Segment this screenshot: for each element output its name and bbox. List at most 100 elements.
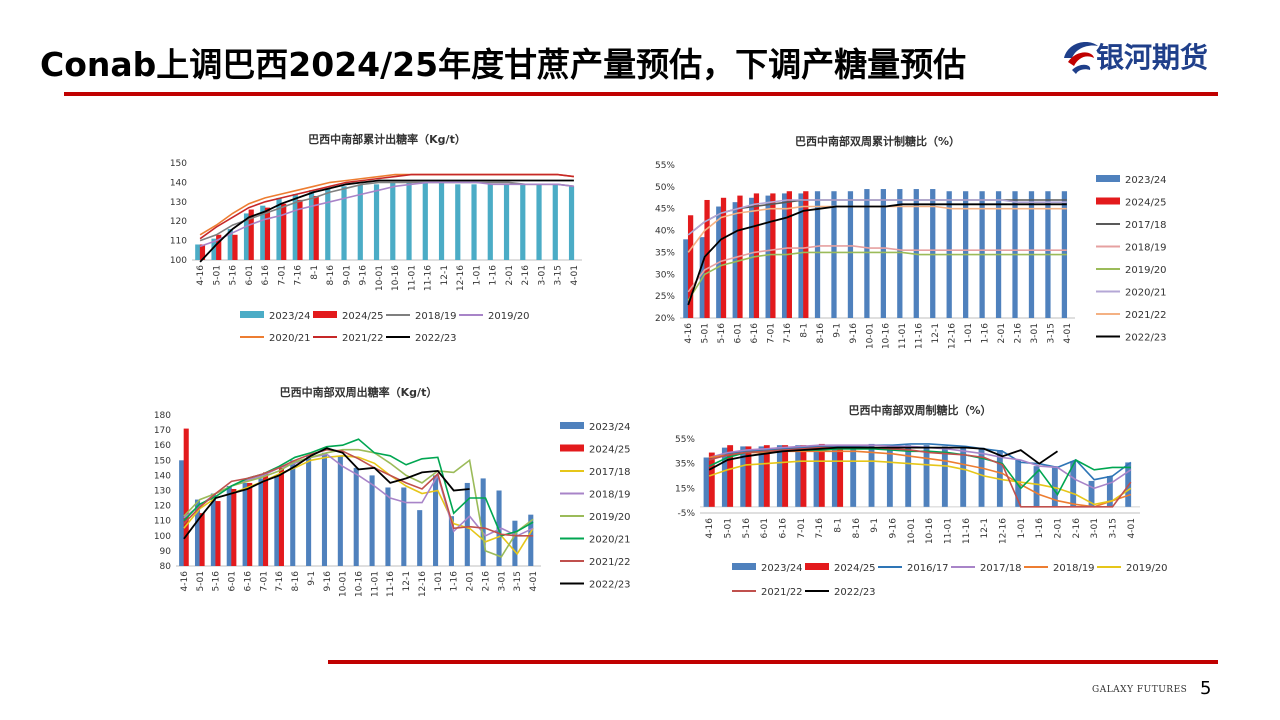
- bar-2024-25: [281, 203, 287, 260]
- x-tick-label: 10-01: [907, 518, 917, 544]
- legend-label: 2023/24: [1125, 175, 1167, 186]
- x-tick-label: 3-15: [1046, 323, 1056, 343]
- x-tick-label: 10-16: [925, 518, 935, 544]
- y-tick-label: -5%: [677, 509, 695, 519]
- x-tick-label: 8-16: [291, 571, 301, 592]
- bar-2023-24: [321, 452, 328, 566]
- y-tick-label: 110: [170, 237, 187, 247]
- x-tick-label: 3-15: [1109, 518, 1119, 538]
- bar-2024-25: [803, 191, 809, 318]
- x-tick-label: 1-01: [964, 323, 974, 343]
- bar-2023-24: [471, 184, 477, 260]
- bar-2023-24: [406, 182, 412, 260]
- legend-label: 2018/19: [589, 490, 631, 501]
- bottom-divider: [328, 660, 1218, 664]
- series-line-2018-19: [183, 453, 534, 537]
- x-tick-label: 3-15: [554, 265, 564, 285]
- bar-2024-25: [199, 244, 206, 260]
- bar-2024-25: [248, 209, 254, 260]
- series-line-2019-20: [199, 181, 574, 248]
- y-tick-label: 150: [154, 456, 171, 466]
- bar-2023-24: [765, 195, 771, 318]
- chart-title: 巴西中南部双周累计制糖比（%）: [795, 134, 960, 148]
- x-tick-label: 12-16: [948, 323, 958, 349]
- bar-2023-24: [905, 445, 912, 507]
- legend-swatch: [1096, 197, 1120, 205]
- bar-2024-25: [297, 199, 303, 260]
- chart-title: 巴西中南部累计出糖率（Kg/t）: [308, 132, 466, 146]
- x-tick-label: 1-01: [1017, 518, 1027, 538]
- x-tick-label: 10-16: [882, 323, 892, 349]
- bar-2023-24: [455, 184, 461, 260]
- series-line-2022-23: [199, 179, 574, 263]
- y-tick-label: 25%: [655, 292, 675, 302]
- x-tick-label: 9-16: [849, 323, 859, 344]
- legend-label: 2022/23: [415, 333, 457, 344]
- x-tick-label: 6-01: [734, 323, 744, 343]
- x-tick-label: 5-01: [196, 571, 206, 591]
- bar-2024-25: [199, 513, 205, 566]
- x-tick-label: 7-01: [797, 518, 807, 538]
- legend-label: 2024/25: [342, 311, 384, 322]
- series-line-2019-20: [183, 448, 534, 558]
- x-tick-label: 12-16: [999, 518, 1009, 544]
- bar-2023-24: [813, 445, 820, 507]
- x-tick-label: 6-01: [245, 265, 255, 285]
- y-tick-label: 100: [170, 256, 187, 266]
- legend-swatch: [1096, 175, 1120, 182]
- series-line-2018-19: [709, 450, 1132, 508]
- bar-2023-24: [683, 239, 689, 318]
- y-tick-label: 120: [154, 502, 171, 512]
- bar-2023-24: [528, 514, 534, 566]
- legend-label: 2023/24: [269, 311, 311, 322]
- x-tick-label: 8-1: [799, 323, 809, 338]
- chart-biweekly-sugar-mix: 巴西中南部双周制糖比（%） -5% 15% 35% 55% 4-16 5-01 5-16 6-0…: [675, 403, 1168, 598]
- series-line-2018-19: [199, 181, 574, 242]
- x-tick-label: 4-01: [1127, 518, 1137, 538]
- x-tick-label: 11-16: [915, 323, 925, 349]
- bar-2024-25: [278, 467, 284, 566]
- x-tick-label: 2-16: [1072, 518, 1082, 539]
- y-tick-label: 140: [154, 471, 171, 481]
- x-tick-label: 6-01: [228, 571, 238, 591]
- bar-2024-25: [782, 445, 789, 507]
- bar-2023-24: [1033, 466, 1040, 507]
- bar-2023-24: [194, 499, 201, 566]
- x-tick-label: 5-01: [724, 518, 734, 538]
- bar-2023-24: [308, 190, 315, 260]
- bar-2023-24: [880, 189, 886, 318]
- series-line-2020-21: [708, 448, 1131, 496]
- y-tick-label: 90: [160, 547, 172, 557]
- bar-2023-24: [226, 485, 232, 566]
- bar-2024-25: [745, 446, 752, 507]
- y-tick-label: 170: [154, 426, 171, 436]
- legend-label: 2023/24: [589, 422, 631, 433]
- bar-2024-25: [247, 482, 253, 566]
- bar-2023-24: [512, 520, 518, 566]
- x-tick-label: 2-16: [481, 571, 491, 592]
- y-tick-label: 35%: [655, 248, 675, 258]
- chart-biweekly-sugar-yield: 巴西中南部双周出糖率（Kg/t） 80 90 100 110 120 130 140 150 16…: [154, 385, 631, 597]
- legend-label: 2018/19: [415, 311, 457, 322]
- bar-2023-24: [385, 487, 391, 566]
- y-tick-label: 150: [170, 159, 187, 169]
- bar-2023-24: [552, 184, 558, 260]
- bar-2024-25: [313, 195, 319, 260]
- bar-2023-24: [390, 182, 396, 260]
- bar-2023-24: [179, 460, 185, 566]
- x-tick-label: 10-01: [339, 571, 349, 597]
- series-line-2021-22: [199, 173, 574, 240]
- x-tick-label: 6-16: [750, 323, 760, 344]
- legend-label: 2017/18: [980, 563, 1022, 574]
- x-tick-label: 9-1: [832, 323, 842, 338]
- legend-label: 2022/23: [589, 580, 631, 591]
- x-tick-label: 5-16: [212, 571, 222, 592]
- legend-label: 2021/22: [761, 587, 803, 598]
- x-tick-label: 10-16: [391, 265, 401, 291]
- x-tick-label: 3-01: [537, 265, 547, 285]
- x-tick-label: 10-01: [865, 323, 875, 349]
- y-tick-label: 160: [154, 441, 171, 451]
- chart-title: 巴西中南部双周出糖率（Kg/t）: [280, 385, 438, 399]
- chart-cumulative-sugar-mix: 巴西中南部双周累计制糖比（%） 20% 25% 30% 35% 40% 45% 50% 55% 4…: [655, 134, 1167, 349]
- bar-2023-24: [210, 493, 216, 566]
